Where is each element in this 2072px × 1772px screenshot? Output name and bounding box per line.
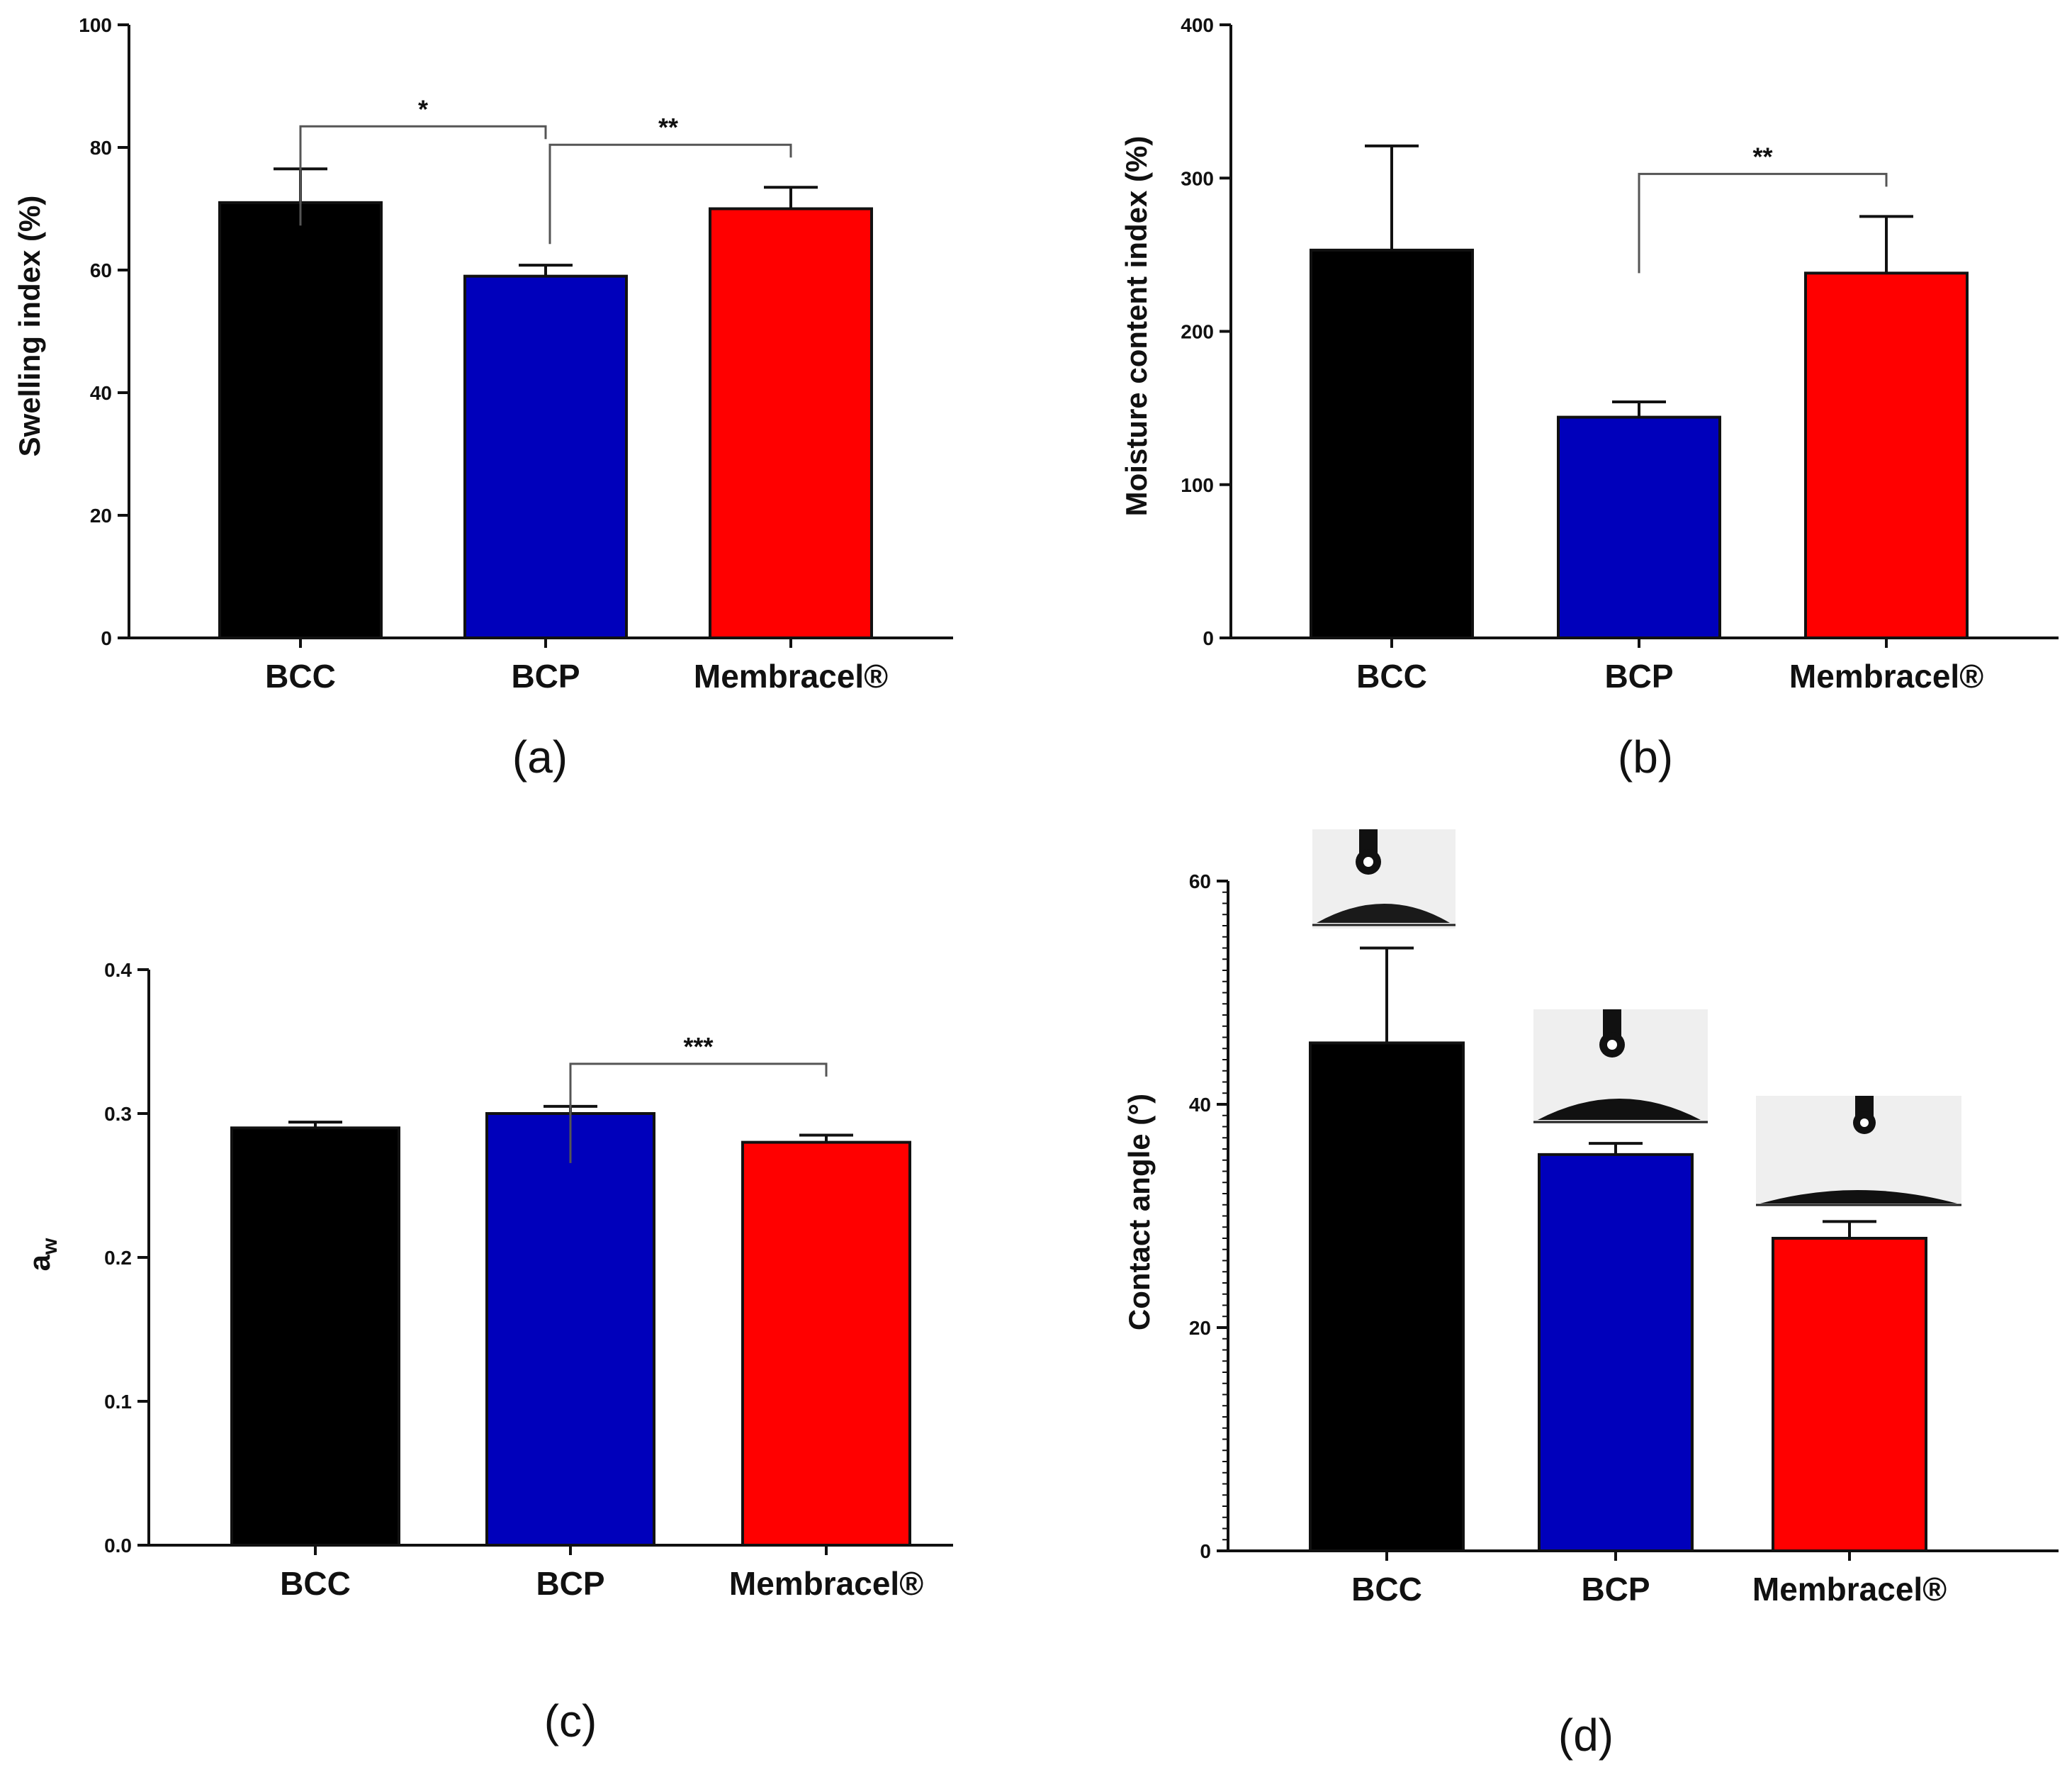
panel-a-significance-label-1: ** [658,113,678,142]
panel-d-category-label-0: BCC [1351,1571,1422,1608]
panel-d-category-label-2: Membracel® [1752,1571,1947,1608]
panel-c-bar-2 [741,1140,911,1547]
panel-a-bar-0 [218,201,383,640]
panel-b-error-bar-0 [1365,144,1419,250]
panel-d-y-tick-label-2: 40 [1189,1094,1211,1116]
panel-a-significance-bracket-1: ** [548,113,792,245]
panel-a-y-tick-label-0: 0 [101,627,112,649]
panel-c-y-axis-title: aw [23,1238,62,1271]
panel-a-error-bar-2 [764,186,818,209]
panel-a-y-tick-label-5: 100 [79,14,112,36]
panel-c-category-label-0: BCC [280,1565,351,1602]
panel-b-category-label-2: Membracel® [1789,658,1983,695]
panel-d-bar-2 [1772,1237,1927,1552]
droplet-image-bcp [1533,1009,1708,1124]
panel-b-bar-2 [1804,271,1969,639]
panel-b-bar-0 [1310,248,1474,639]
panel-c-y-axis-title-sub: w [38,1238,62,1255]
panel-c-y-tick-label-2: 0.2 [104,1247,132,1269]
panel-d-error-bar-1 [1589,1142,1643,1155]
panel-c-y-tick-label-0: 0.0 [104,1535,132,1557]
panel-c-significance-label-0: *** [683,1032,713,1061]
panel-a-error-bar-1 [519,264,573,276]
panel-b-y-tick-label-3: 300 [1181,167,1214,189]
droplet-image-bcc [1312,829,1456,929]
panel-c-bar-0 [230,1126,400,1547]
panel-a-y-tick-label-4: 80 [90,137,112,159]
panel-d-y-tick-label-3: 60 [1189,870,1211,892]
panel-d-y-tick-label-1: 20 [1189,1317,1211,1339]
panel-c-y-tick-label-4: 0.4 [104,959,132,981]
panel-a-category-label-1: BCP [511,658,580,695]
panel-a-significance-bracket-0: * [299,94,547,226]
panel-b-category-label-0: BCC [1356,658,1427,695]
panel-b-error-bar-2 [1859,215,1913,274]
droplet-image-membracel [1756,1096,1961,1206]
panel-c-y-axis-title-main: a [23,1254,56,1271]
panel-c-bar-1 [485,1112,655,1547]
panel-c-y-tick-label-3: 0.3 [104,1103,132,1125]
panel-b-y-tick-label-0: 0 [1203,627,1214,649]
panel-b-bar-1 [1557,415,1721,639]
panel-d-y-tick-label-0: 0 [1200,1540,1211,1562]
panel-a-category-label-0: BCC [265,658,336,695]
panel-b-y-tick-label-1: 100 [1181,474,1214,496]
panel-d-error-bar-2 [1823,1220,1876,1238]
panel-c-y-tick-label-1: 0.1 [104,1391,132,1413]
panel-b-y-tick-label-2: 200 [1181,321,1214,343]
panel-c-category-label-2: Membracel® [729,1565,923,1602]
panel-b-moisture-chart: BCC BCP Membracel® 0 100 200 300 400 ** Moistur… [1120,14,2059,783]
panel-b-significance-label-0: ** [1752,142,1772,171]
panel-a-label: (a) [512,731,568,783]
panel-d-error-bar-0 [1360,946,1414,1043]
panel-a-bar-1 [463,274,628,639]
panel-c-error-bar-0 [288,1121,342,1128]
panel-d-y-axis-title: Contact angle (°) [1122,1094,1156,1330]
panel-a-y-tick-label-2: 40 [90,382,112,404]
panel-a-category-label-2: Membracel® [694,658,888,695]
panel-b-error-bar-1 [1612,400,1666,417]
panel-c-error-bar-2 [799,1133,853,1143]
panel-d-bar-1 [1538,1153,1694,1552]
panel-d-category-label-1: BCP [1581,1571,1650,1608]
panel-d-contact-angle-chart: BCC BCP Membracel® 0 20 40 60 Contact angle (°… [1122,829,2059,1761]
panel-d-bar-0 [1309,1041,1465,1552]
panel-a-bar-2 [709,207,873,639]
panel-b-y-tick-label-4: 400 [1181,14,1214,36]
panel-d-label: (d) [1558,1710,1614,1761]
panel-c-category-label-1: BCP [536,1565,604,1602]
panel-b-y-axis-title: Moisture content index (%) [1120,136,1153,517]
panel-b-significance-bracket-0: ** [1638,142,1888,274]
panel-b-category-label-1: BCP [1604,658,1673,695]
panel-c-label: (c) [544,1695,597,1746]
panel-c-significance-bracket-0: *** [569,1032,828,1163]
panel-a-y-axis-title: Swelling index (%) [13,196,46,457]
panel-b-label: (b) [1618,731,1673,783]
panel-a-significance-label-0: * [418,94,428,123]
panel-a-y-tick-label-1: 20 [90,505,112,527]
panel-c-water-activity-chart: BCC BCP Membracel® 0.0 0.1 0.2 0.3 0.4 *** aw (… [23,959,953,1746]
panel-a-y-tick-label-3: 60 [90,259,112,281]
